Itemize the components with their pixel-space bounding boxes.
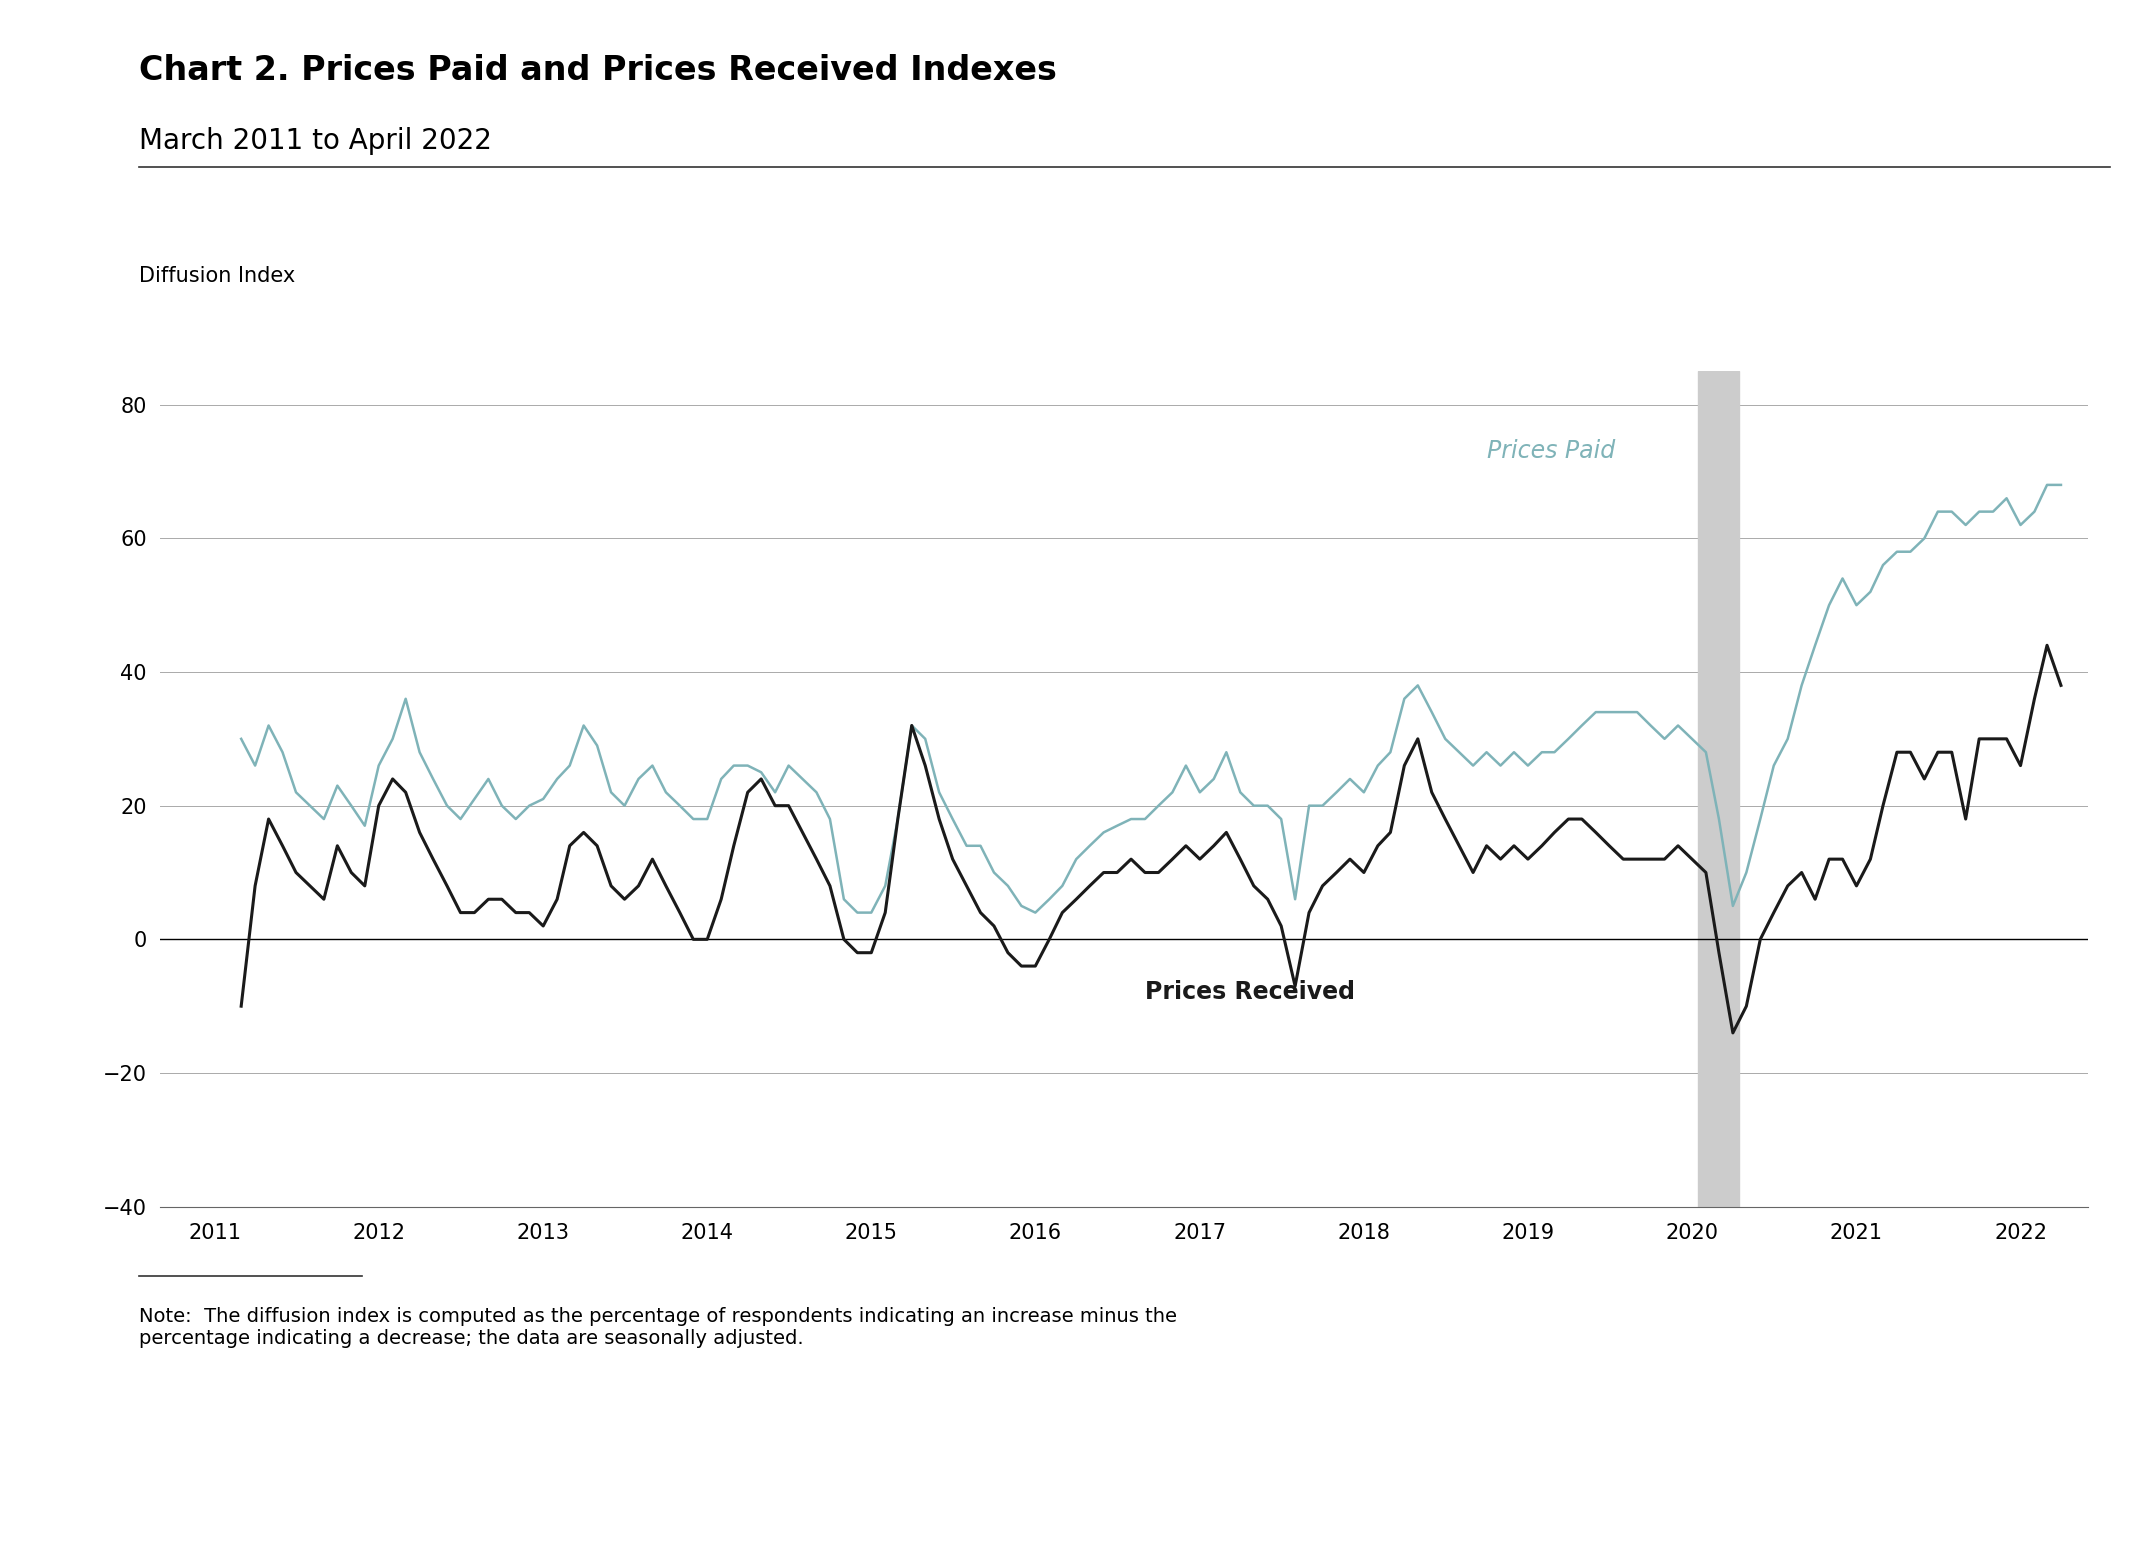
- Text: Chart 2. Prices Paid and Prices Received Indexes: Chart 2. Prices Paid and Prices Received…: [139, 54, 1057, 87]
- Text: Note:  The diffusion index is computed as the percentage of respondents indicati: Note: The diffusion index is computed as…: [139, 1307, 1176, 1349]
- Text: March 2011 to April 2022: March 2011 to April 2022: [139, 127, 492, 155]
- Text: Diffusion Index: Diffusion Index: [139, 266, 294, 286]
- Bar: [1698, 371, 1739, 1207]
- Text: Prices Received: Prices Received: [1144, 981, 1355, 1004]
- Text: Prices Paid: Prices Paid: [1487, 439, 1615, 463]
